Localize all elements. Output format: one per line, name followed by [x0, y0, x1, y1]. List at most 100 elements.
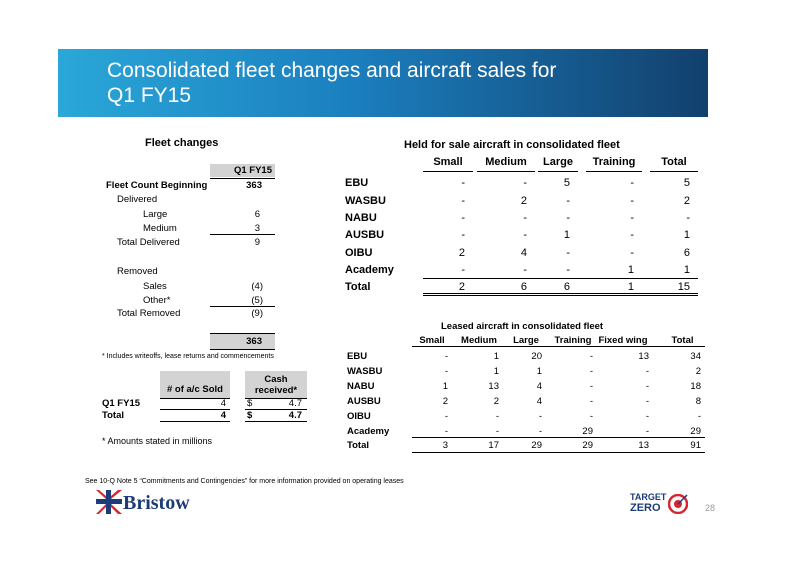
held-col-header: Medium — [485, 156, 527, 168]
fleet-delivered-label: Delivered — [117, 194, 158, 205]
target-icon — [667, 493, 689, 519]
held-cell: 1 — [627, 281, 634, 293]
fleet-medium-label: Medium — [143, 223, 177, 234]
held-col-header: Total — [661, 156, 687, 168]
held-cell: 5 — [683, 177, 690, 189]
leased-cell: 2 — [695, 366, 701, 377]
leased-row-label: EBU — [347, 351, 368, 362]
held-heading: Held for sale aircraft in consolidated f… — [404, 139, 620, 151]
held-cell: - — [566, 247, 570, 259]
leased-row-label: Academy — [347, 426, 390, 437]
divider — [160, 409, 230, 410]
held-cell: 1 — [627, 264, 634, 276]
held-cell: 6 — [520, 281, 527, 293]
operating-leases-note: See 10-Q Note 5 “Commitments and Conting… — [85, 478, 404, 485]
leased-cell: 17 — [488, 440, 499, 451]
divider — [160, 421, 230, 422]
held-cell: - — [461, 229, 465, 241]
held-cell: 6 — [683, 247, 690, 259]
leased-col-header: Medium — [461, 335, 497, 346]
leased-cell: - — [589, 411, 593, 422]
leased-cell: - — [589, 396, 593, 407]
leased-cell: - — [645, 411, 649, 422]
fleet-footnote: * Includes writeoffs, lease returns and … — [102, 353, 274, 360]
held-cell: - — [566, 264, 570, 276]
leased-cell: - — [589, 366, 593, 377]
divider — [160, 398, 230, 399]
sales-note: * Amounts stated in millions — [102, 436, 213, 446]
divider — [245, 409, 307, 410]
fleet-removed-label: Removed — [117, 266, 158, 277]
held-cell: 2 — [683, 195, 690, 207]
divider — [477, 171, 535, 172]
leased-row-label: OIBU — [347, 411, 371, 422]
fleet-beginning-label: Fleet Count Beginning — [106, 180, 208, 191]
leased-cell: - — [589, 381, 593, 392]
leased-col-header: Large — [513, 335, 539, 346]
divider — [210, 333, 275, 334]
leased-cell: 34 — [690, 351, 701, 362]
divider — [245, 398, 307, 399]
leased-cell: - — [495, 426, 499, 437]
leased-row-label: WASBU — [347, 366, 383, 377]
held-cell: 2 — [458, 281, 465, 293]
leased-cell: 2 — [442, 396, 448, 407]
title-line-1: Consolidated fleet changes and aircraft … — [107, 59, 557, 82]
held-row-label: Academy — [345, 264, 394, 276]
held-cell: - — [461, 264, 465, 276]
leased-cell: 4 — [536, 396, 542, 407]
held-cell: - — [630, 212, 634, 224]
held-cell: 2 — [520, 195, 527, 207]
leased-cell: 1 — [442, 381, 448, 392]
page-number: 28 — [705, 503, 716, 513]
divider — [423, 171, 473, 172]
held-col-header: Small — [433, 156, 463, 168]
held-row-label: AUSBU — [345, 229, 385, 241]
leased-col-header: Small — [419, 335, 445, 346]
leased-cell: - — [589, 351, 593, 362]
fleet-sales-label: Sales — [143, 281, 167, 292]
held-row-label: EBU — [345, 177, 369, 189]
held-cell: - — [523, 212, 527, 224]
held-cell: - — [686, 212, 690, 224]
leased-cell: 13 — [488, 381, 499, 392]
leased-col-header: Total — [671, 335, 694, 346]
leased-cell: - — [444, 366, 448, 377]
sales-row-cash: 4.7 — [288, 398, 302, 409]
leased-cell: - — [697, 411, 701, 422]
leased-cell: - — [495, 411, 499, 422]
divider — [423, 293, 698, 294]
held-cell: 2 — [458, 247, 465, 259]
leased-cell: 20 — [531, 351, 542, 362]
fleet-col-header: Q1 FY15 — [233, 165, 272, 176]
held-cell: - — [461, 195, 465, 207]
sales-row-cash: 4.7 — [288, 410, 302, 421]
fleet-medium-value: 3 — [254, 223, 260, 234]
leased-cell: 1 — [493, 366, 499, 377]
target-zero-line-2: ZERO — [630, 502, 661, 514]
leased-cell: - — [444, 426, 448, 437]
leased-cell: 4 — [536, 381, 542, 392]
fleet-sales-value: (4) — [251, 281, 263, 292]
leased-cell: 18 — [690, 381, 701, 392]
leased-cell: - — [538, 411, 542, 422]
fleet-col-header-bg — [210, 164, 275, 177]
leased-cell: - — [645, 426, 649, 437]
fleet-ending-value: 363 — [246, 336, 262, 347]
leased-cell: 2 — [493, 396, 499, 407]
leased-cell: 3 — [442, 440, 448, 451]
leased-cell: 29 — [690, 426, 701, 437]
divider — [210, 306, 275, 307]
held-cell: 6 — [563, 281, 570, 293]
held-cell: 1 — [683, 264, 690, 276]
divider — [245, 421, 307, 422]
held-cell: - — [630, 177, 634, 189]
leased-cell: 1 — [493, 351, 499, 362]
sales-col1-header: # of a/c Sold — [167, 384, 223, 395]
fleet-other-label: Other* — [143, 295, 171, 306]
held-row-label: NABU — [345, 212, 377, 224]
leased-cell: 1 — [536, 366, 542, 377]
divider — [423, 295, 698, 296]
held-row-label: OIBU — [345, 247, 373, 259]
held-cell: - — [461, 212, 465, 224]
